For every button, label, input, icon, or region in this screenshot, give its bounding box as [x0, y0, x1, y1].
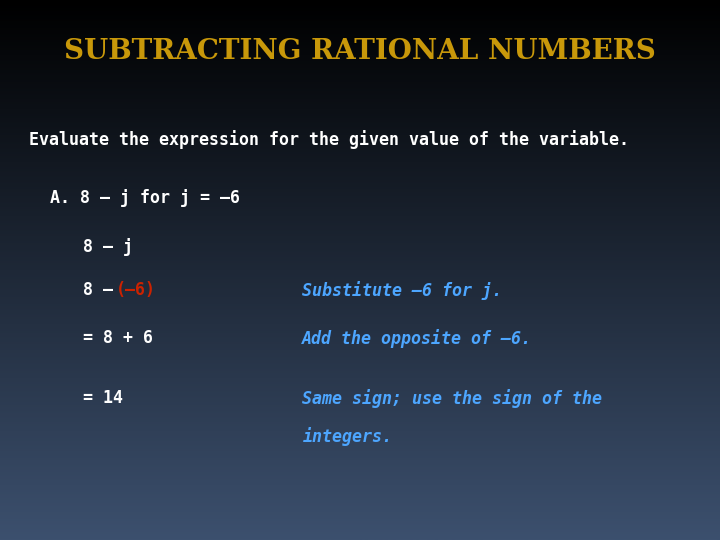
Text: 8 – j: 8 – j	[83, 238, 132, 255]
Text: integers.: integers.	[302, 427, 392, 446]
Text: = 8 + 6: = 8 + 6	[83, 329, 153, 347]
Text: = 14: = 14	[83, 389, 123, 407]
Text: Same sign; use the sign of the: Same sign; use the sign of the	[302, 389, 603, 408]
Text: Evaluate the expression for the given value of the variable.: Evaluate the expression for the given va…	[29, 130, 629, 148]
Text: Substitute –6 for j.: Substitute –6 for j.	[302, 281, 503, 300]
Text: SUBTRACTING RATIONAL NUMBERS: SUBTRACTING RATIONAL NUMBERS	[64, 38, 656, 65]
Text: (–6): (–6)	[116, 281, 156, 299]
Text: A. 8 – j for j = –6: A. 8 – j for j = –6	[50, 189, 240, 207]
Text: Add the opposite of –6.: Add the opposite of –6.	[302, 329, 532, 348]
Text: 8 –: 8 –	[83, 281, 123, 299]
